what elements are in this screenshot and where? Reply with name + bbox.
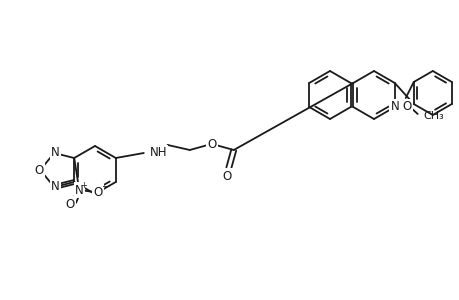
Text: NH: NH (150, 146, 167, 160)
Text: O: O (34, 164, 44, 176)
Text: O: O (222, 169, 231, 182)
Text: −: − (102, 182, 110, 192)
Text: O: O (66, 197, 75, 211)
Text: +: + (79, 181, 86, 190)
Text: N: N (75, 184, 84, 196)
Text: O: O (93, 185, 103, 199)
Text: CH₃: CH₃ (423, 111, 443, 121)
Text: N: N (51, 181, 60, 194)
Text: O: O (207, 139, 216, 152)
Text: O: O (401, 100, 410, 113)
Text: N: N (51, 146, 60, 160)
Text: N: N (390, 100, 398, 113)
